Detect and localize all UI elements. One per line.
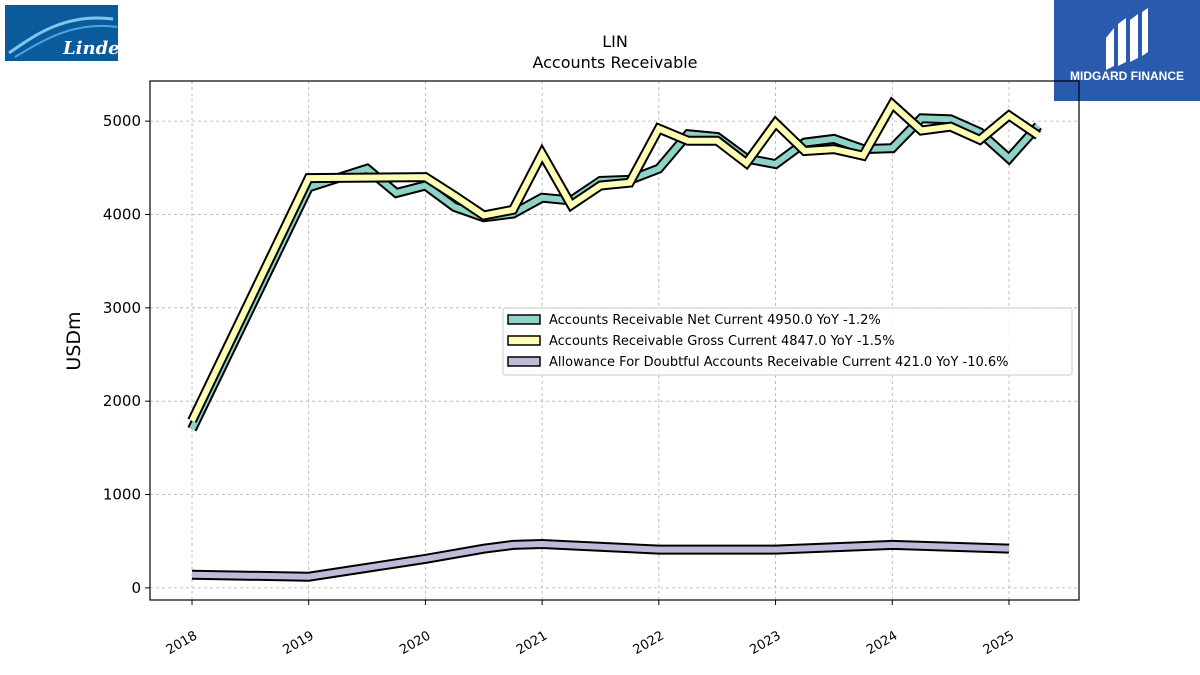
chart-subtitle: Accounts Receivable — [532, 53, 697, 72]
y-tick-label: 3000 — [103, 299, 141, 317]
legend-label: Accounts Receivable Gross Current 4847.0… — [549, 334, 895, 349]
midgard-finance-logo-graphic: MIDGARD FINANCE — [1054, 0, 1200, 101]
x-tick-label: 2020 — [397, 628, 433, 658]
x-tick-label: 2022 — [631, 628, 667, 658]
series-line-outline — [187, 113, 1042, 432]
x-tick-label: 2025 — [981, 628, 1017, 658]
series-line-fill — [191, 540, 1010, 580]
y-tick-label: 1000 — [103, 486, 141, 504]
y-tick-label: 5000 — [103, 112, 141, 130]
y-tick-label: 2000 — [103, 392, 141, 410]
series-layer — [187, 96, 1042, 582]
linde-logo: Linde — [5, 5, 120, 61]
series-line-fill — [189, 99, 1040, 423]
y-tick-label: 0 — [131, 579, 141, 597]
legend: Accounts Receivable Net Current 4950.0 Y… — [502, 307, 1073, 376]
midgard-finance-logo-text: MIDGARD FINANCE — [1070, 69, 1184, 83]
legend-label: Accounts Receivable Net Current 4950.0 Y… — [549, 313, 881, 328]
x-tick-label: 2023 — [747, 628, 783, 658]
linde-logo-graphic: Linde — [5, 5, 120, 61]
y-axis: 0 1000 2000 3000 4000 5000 — [103, 112, 150, 597]
x-tick-label: 2019 — [281, 628, 317, 658]
y-axis-label: USDm — [63, 311, 85, 370]
x-tick-label: 2021 — [514, 628, 550, 658]
legend-swatch — [507, 356, 541, 367]
legend-box — [502, 307, 1073, 376]
series-line — [187, 113, 1042, 432]
linde-logo-text: Linde — [62, 38, 118, 59]
legend-swatch — [507, 314, 541, 325]
chart-title: LIN — [602, 32, 628, 51]
series-line — [187, 96, 1042, 423]
y-tick-label: 4000 — [103, 205, 141, 223]
series-line-fill — [189, 115, 1041, 431]
midgard-finance-logo: MIDGARD FINANCE — [1054, 0, 1200, 101]
series-line — [191, 538, 1010, 582]
legend-label: Allowance For Doubtful Accounts Receivab… — [549, 355, 1009, 370]
legend-swatch — [507, 335, 541, 346]
x-tick-label: 2018 — [164, 628, 200, 658]
plot-frame — [149, 80, 1080, 601]
x-axis: 2018 2019 2020 2021 2022 2023 2024 2025 — [164, 600, 1017, 658]
x-tick-label: 2024 — [864, 628, 900, 658]
